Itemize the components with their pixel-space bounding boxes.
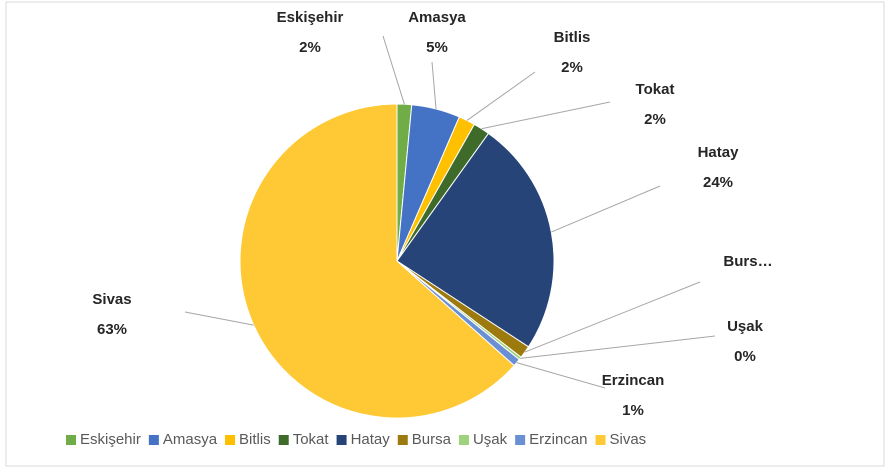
data-label: 5% [426,39,448,56]
legend-swatch [397,435,408,445]
data-label-name: Burs… [723,253,772,270]
legend-label: Bursa [412,431,452,448]
data-label-name: Tokat [636,81,675,98]
leader-line [516,362,606,389]
leader-line [520,335,716,359]
legend-label: Sivas [610,431,647,448]
legend-label: Tokat [293,431,330,448]
legend-label: Hatay [351,431,391,448]
legend-label: Eskişehir [80,431,141,448]
data-label-name: Uşak [727,318,764,335]
data-label: 24% [703,174,733,191]
legend-swatch [66,435,76,445]
data-label: 63% [97,321,127,338]
legend-swatch [278,435,289,445]
leader-line [524,281,701,353]
legend-swatch [336,435,347,445]
leader-line [184,311,254,326]
leader-line [466,71,536,121]
data-label: 0% [734,348,756,365]
data-label-name: Amasya [408,9,466,26]
data-label-name: Eskişehir [277,9,344,26]
leader-line [481,101,611,130]
legend-swatch [148,435,159,445]
legend-label: Erzincan [529,431,587,448]
data-label: 2% [299,39,321,56]
data-label-name: Hatay [698,144,740,161]
legend-label: Bitlis [239,431,271,448]
legend-label: Amasya [163,431,218,448]
leader-line [382,35,405,105]
legend-swatch [225,435,236,445]
pie-slice [239,103,515,419]
leader-line [551,185,661,233]
data-label: 2% [644,111,666,128]
data-label-name: Sivas [92,291,131,308]
legend-swatch [458,435,469,445]
legend-swatch [595,435,606,445]
data-label-name: Bitlis [554,29,591,46]
leader-line [431,61,437,109]
data-label-name: Erzincan [602,372,665,389]
data-label: 2% [561,59,583,76]
data-label: 1% [622,402,644,419]
legend-swatch [515,435,526,445]
legend-label: Uşak [473,431,508,448]
pie-slice [396,132,555,348]
